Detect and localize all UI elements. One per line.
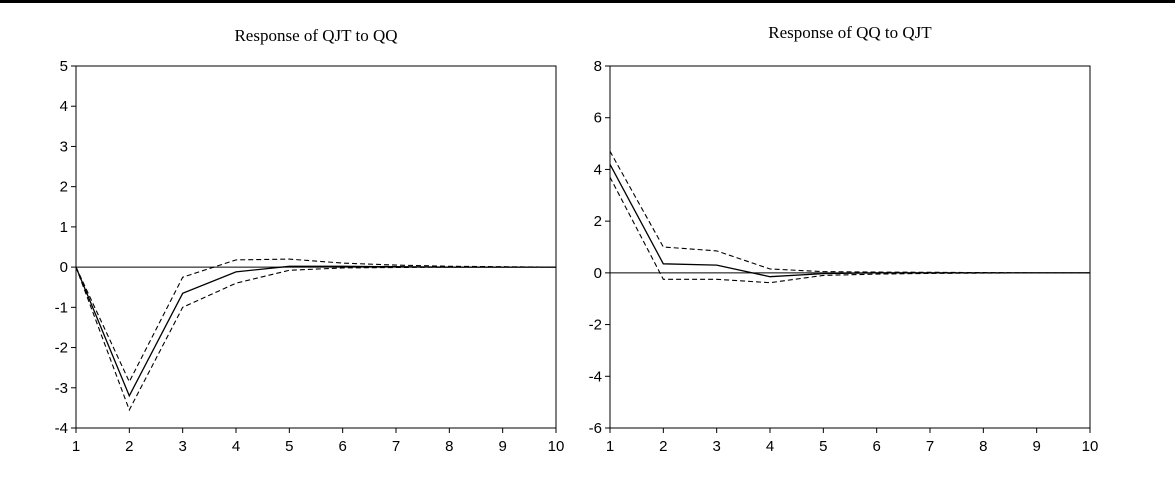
y-tick-label: 4 bbox=[60, 98, 68, 115]
x-tick-label: 5 bbox=[819, 438, 827, 455]
x-tick-label: 8 bbox=[445, 438, 453, 455]
y-tick-label: 6 bbox=[594, 110, 602, 127]
x-tick-label: 8 bbox=[979, 438, 987, 455]
x-tick-label: 7 bbox=[392, 438, 400, 455]
y-tick-label: 0 bbox=[60, 259, 68, 276]
y-tick-label: 5 bbox=[60, 58, 68, 75]
y-tick-label: -3 bbox=[55, 380, 68, 397]
x-tick-label: 4 bbox=[232, 438, 240, 455]
y-tick-label: -6 bbox=[589, 420, 602, 437]
y-tick-label: 1 bbox=[60, 219, 68, 236]
plot-frame bbox=[75, 65, 557, 429]
x-tick-label: 4 bbox=[766, 438, 774, 455]
y-tick-label: -2 bbox=[55, 340, 68, 357]
plot-frame bbox=[609, 65, 1091, 429]
panel-title: Response of QQ to QJT bbox=[768, 23, 932, 42]
upper-band-line bbox=[75, 258, 557, 383]
impulse-response-line bbox=[75, 265, 556, 398]
upper-band-line bbox=[609, 151, 1090, 274]
x-tick-label: 2 bbox=[659, 438, 667, 455]
x-tick-label: 3 bbox=[178, 438, 186, 455]
x-tick-label: 6 bbox=[338, 438, 346, 455]
y-tick-label: 0 bbox=[594, 265, 602, 282]
x-tick-label: 6 bbox=[872, 438, 880, 455]
x-tick-label: 7 bbox=[926, 438, 934, 455]
lower-band-line bbox=[75, 266, 556, 412]
x-tick-label: 1 bbox=[606, 438, 614, 455]
x-tick-label: 5 bbox=[285, 438, 293, 455]
x-tick-label: 10 bbox=[1082, 438, 1099, 455]
x-tick-label: 9 bbox=[1032, 438, 1040, 455]
panel-title: Response of QJT to QQ bbox=[234, 26, 397, 45]
x-tick-label: 10 bbox=[548, 438, 565, 455]
y-tick-label: -4 bbox=[589, 368, 602, 385]
lower-band-line bbox=[609, 176, 1090, 284]
x-tick-label: 2 bbox=[125, 438, 133, 455]
x-tick-label: 3 bbox=[712, 438, 720, 455]
irf-panel-2: Response of QQ to QJT 8 6 4 2 0 -2 -4 -61 2 3 4 5 6 7 8… bbox=[589, 23, 1099, 455]
x-tick-label: 1 bbox=[72, 438, 80, 455]
y-tick-label: 3 bbox=[60, 138, 68, 155]
y-tick-label: -2 bbox=[589, 317, 602, 334]
y-tick-label: 4 bbox=[594, 161, 602, 178]
impulse-response-line bbox=[609, 163, 1090, 278]
x-tick-label: 9 bbox=[498, 438, 506, 455]
y-tick-label: 2 bbox=[594, 213, 602, 230]
y-tick-label: -4 bbox=[55, 420, 68, 437]
y-tick-label: 8 bbox=[594, 58, 602, 75]
top-rule bbox=[0, 0, 1175, 3]
y-tick-label: 2 bbox=[60, 179, 68, 196]
y-tick-label: -1 bbox=[55, 299, 68, 316]
